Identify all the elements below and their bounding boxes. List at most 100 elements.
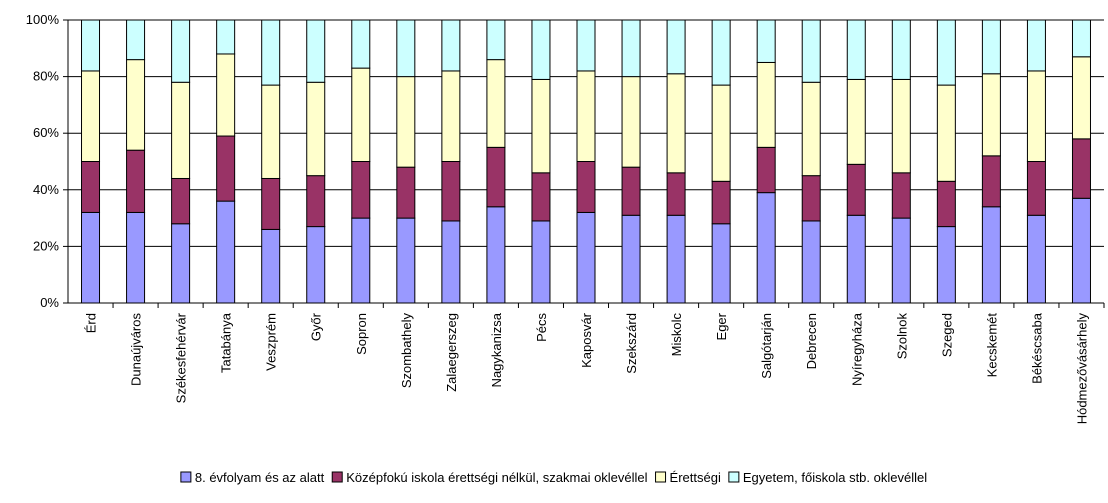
bar-segment-egyetem-foiskola-stb-okl — [306, 19, 326, 83]
bar-segment-8-evfolyam-es-az-alatt — [576, 211, 596, 304]
bar-segment-8-evfolyam-es-az-alatt — [216, 200, 236, 304]
bar-segment-8-evfolyam-es-az-alatt — [396, 217, 416, 304]
legend-item: Egyetem, főiskola stb. oklevéllel — [728, 470, 927, 485]
legend-label: Egyetem, főiskola stb. oklevéllel — [743, 470, 927, 485]
category-label: Érd — [84, 313, 99, 333]
legend-item: Középfokú iskola érettségi nélkül, szakm… — [331, 470, 648, 485]
bar-segment-8-evfolyam-es-az-alatt — [621, 214, 641, 304]
bar-segment-erettsegi — [531, 78, 551, 174]
bar-segment-egyetem-foiskola-stb-okl — [261, 19, 281, 86]
category-label: Székesfehérvár — [174, 312, 189, 403]
bar-segment-kozepfoku-iskola-erettse — [306, 175, 326, 228]
category-label: Nagykanizsa — [489, 312, 504, 387]
bar-segment-erettsegi — [351, 67, 371, 162]
bar-segment-8-evfolyam-es-az-alatt — [711, 223, 731, 304]
bar-segment-erettsegi — [1071, 56, 1091, 140]
legend: 8. évfolyam és az alatt Középfokú iskola … — [180, 470, 927, 485]
bar-segment-egyetem-foiskola-stb-okl — [981, 19, 1001, 75]
bar-segment-kozepfoku-iskola-erettse — [801, 175, 821, 222]
y-tick-label: 80% — [33, 69, 59, 84]
bar-segment-kozepfoku-iskola-erettse — [216, 135, 236, 202]
bar-segment-egyetem-foiskola-stb-okl — [846, 19, 866, 80]
bar-segment-8-evfolyam-es-az-alatt — [981, 206, 1001, 304]
bar-segment-erettsegi — [171, 81, 191, 179]
category-label: Pécs — [534, 313, 549, 342]
bar-segment-egyetem-foiskola-stb-okl — [711, 19, 731, 86]
bar-segment-kozepfoku-iskola-erettse — [846, 163, 866, 216]
bar-segment-erettsegi — [711, 84, 731, 182]
bar-segment-8-evfolyam-es-az-alatt — [1071, 197, 1091, 304]
y-tick-label: 40% — [33, 182, 59, 197]
bar-segment-erettsegi — [981, 73, 1001, 157]
category-label: Eger — [714, 312, 729, 340]
bar-segment-egyetem-foiskola-stb-okl — [171, 19, 191, 83]
legend-item: Érettségi — [655, 470, 721, 485]
bar-segment-erettsegi — [396, 76, 416, 168]
category-label: Zalaegerszeg — [444, 313, 459, 392]
bar-segment-8-evfolyam-es-az-alatt — [171, 223, 191, 304]
bar-segment-kozepfoku-iskola-erettse — [756, 146, 776, 194]
bar-segment-kozepfoku-iskola-erettse — [981, 155, 1001, 208]
bar-segment-kozepfoku-iskola-erettse — [576, 161, 596, 213]
bar-segment-8-evfolyam-es-az-alatt — [351, 217, 371, 304]
bar-segment-egyetem-foiskola-stb-okl — [666, 19, 686, 75]
category-label: Szeged — [939, 313, 954, 357]
bar-segment-erettsegi — [441, 70, 461, 162]
category-label: Nyíregyháza — [849, 312, 864, 386]
legend-label: Érettségi — [670, 470, 721, 485]
legend-swatch — [655, 471, 667, 483]
bar-segment-8-evfolyam-es-az-alatt — [846, 214, 866, 304]
y-tick-label: 0% — [40, 295, 59, 310]
bar-segment-egyetem-foiskola-stb-okl — [576, 19, 596, 72]
category-label: Dunaújváros — [129, 313, 144, 386]
bar-segment-egyetem-foiskola-stb-okl — [621, 19, 641, 78]
bar-segment-8-evfolyam-es-az-alatt — [81, 211, 101, 304]
bar-segment-egyetem-foiskola-stb-okl — [441, 19, 461, 72]
category-label: Debrecen — [804, 313, 819, 369]
legend-swatch — [331, 471, 343, 483]
bar-segment-erettsegi — [1026, 70, 1046, 162]
legend-swatch — [728, 471, 740, 483]
bar-segment-erettsegi — [306, 81, 326, 177]
bar-segment-8-evfolyam-es-az-alatt — [261, 228, 281, 304]
bar-segment-erettsegi — [621, 76, 641, 168]
bar-segment-kozepfoku-iskola-erettse — [81, 161, 101, 213]
bar-segment-8-evfolyam-es-az-alatt — [441, 220, 461, 304]
y-tick-label: 20% — [33, 238, 59, 253]
legend-item: 8. évfolyam és az alatt — [180, 470, 325, 485]
bar-segment-erettsegi — [126, 59, 146, 151]
bar-segment-8-evfolyam-es-az-alatt — [306, 226, 326, 304]
bar-segment-kozepfoku-iskola-erettse — [1026, 161, 1046, 216]
bar-segment-kozepfoku-iskola-erettse — [936, 180, 956, 228]
bar-segment-erettsegi — [756, 61, 776, 148]
bar-segment-erettsegi — [576, 70, 596, 162]
category-label: Kaposvár — [579, 312, 594, 368]
bar-segment-kozepfoku-iskola-erettse — [621, 166, 641, 216]
bar-segment-erettsegi — [81, 70, 101, 162]
axes — [63, 19, 1105, 308]
category-label: Tatabánya — [219, 312, 234, 373]
bars — [81, 19, 1091, 304]
bar-segment-8-evfolyam-es-az-alatt — [1026, 214, 1046, 304]
category-label: Szekszárd — [624, 313, 639, 374]
bar-segment-8-evfolyam-es-az-alatt — [936, 226, 956, 304]
bar-segment-kozepfoku-iskola-erettse — [891, 172, 911, 219]
bar-segment-egyetem-foiskola-stb-okl — [891, 19, 911, 80]
category-label: Szombathely — [399, 313, 414, 389]
bar-segment-8-evfolyam-es-az-alatt — [891, 217, 911, 304]
bar-segment-erettsegi — [891, 78, 911, 174]
bar-segment-kozepfoku-iskola-erettse — [396, 166, 416, 219]
bar-segment-egyetem-foiskola-stb-okl — [936, 19, 956, 86]
y-tick-labels: 0% 20% 40% 60% 80% 100% — [26, 12, 60, 310]
category-label: Hódmezővásárhely — [1074, 313, 1089, 425]
bar-segment-kozepfoku-iskola-erettse — [531, 172, 551, 222]
category-label: Sopron — [354, 313, 369, 355]
category-label: Veszprém — [264, 313, 279, 371]
bar-segment-egyetem-foiskola-stb-okl — [801, 19, 821, 83]
bar-segment-erettsegi — [801, 81, 821, 177]
bar-segment-egyetem-foiskola-stb-okl — [396, 19, 416, 78]
category-labels: Érd Dunaújváros Székesfehérvár Tatabánya Ves… — [84, 312, 1090, 424]
category-label: Salgótarján — [759, 313, 774, 379]
bar-segment-egyetem-foiskola-stb-okl — [1026, 19, 1046, 72]
